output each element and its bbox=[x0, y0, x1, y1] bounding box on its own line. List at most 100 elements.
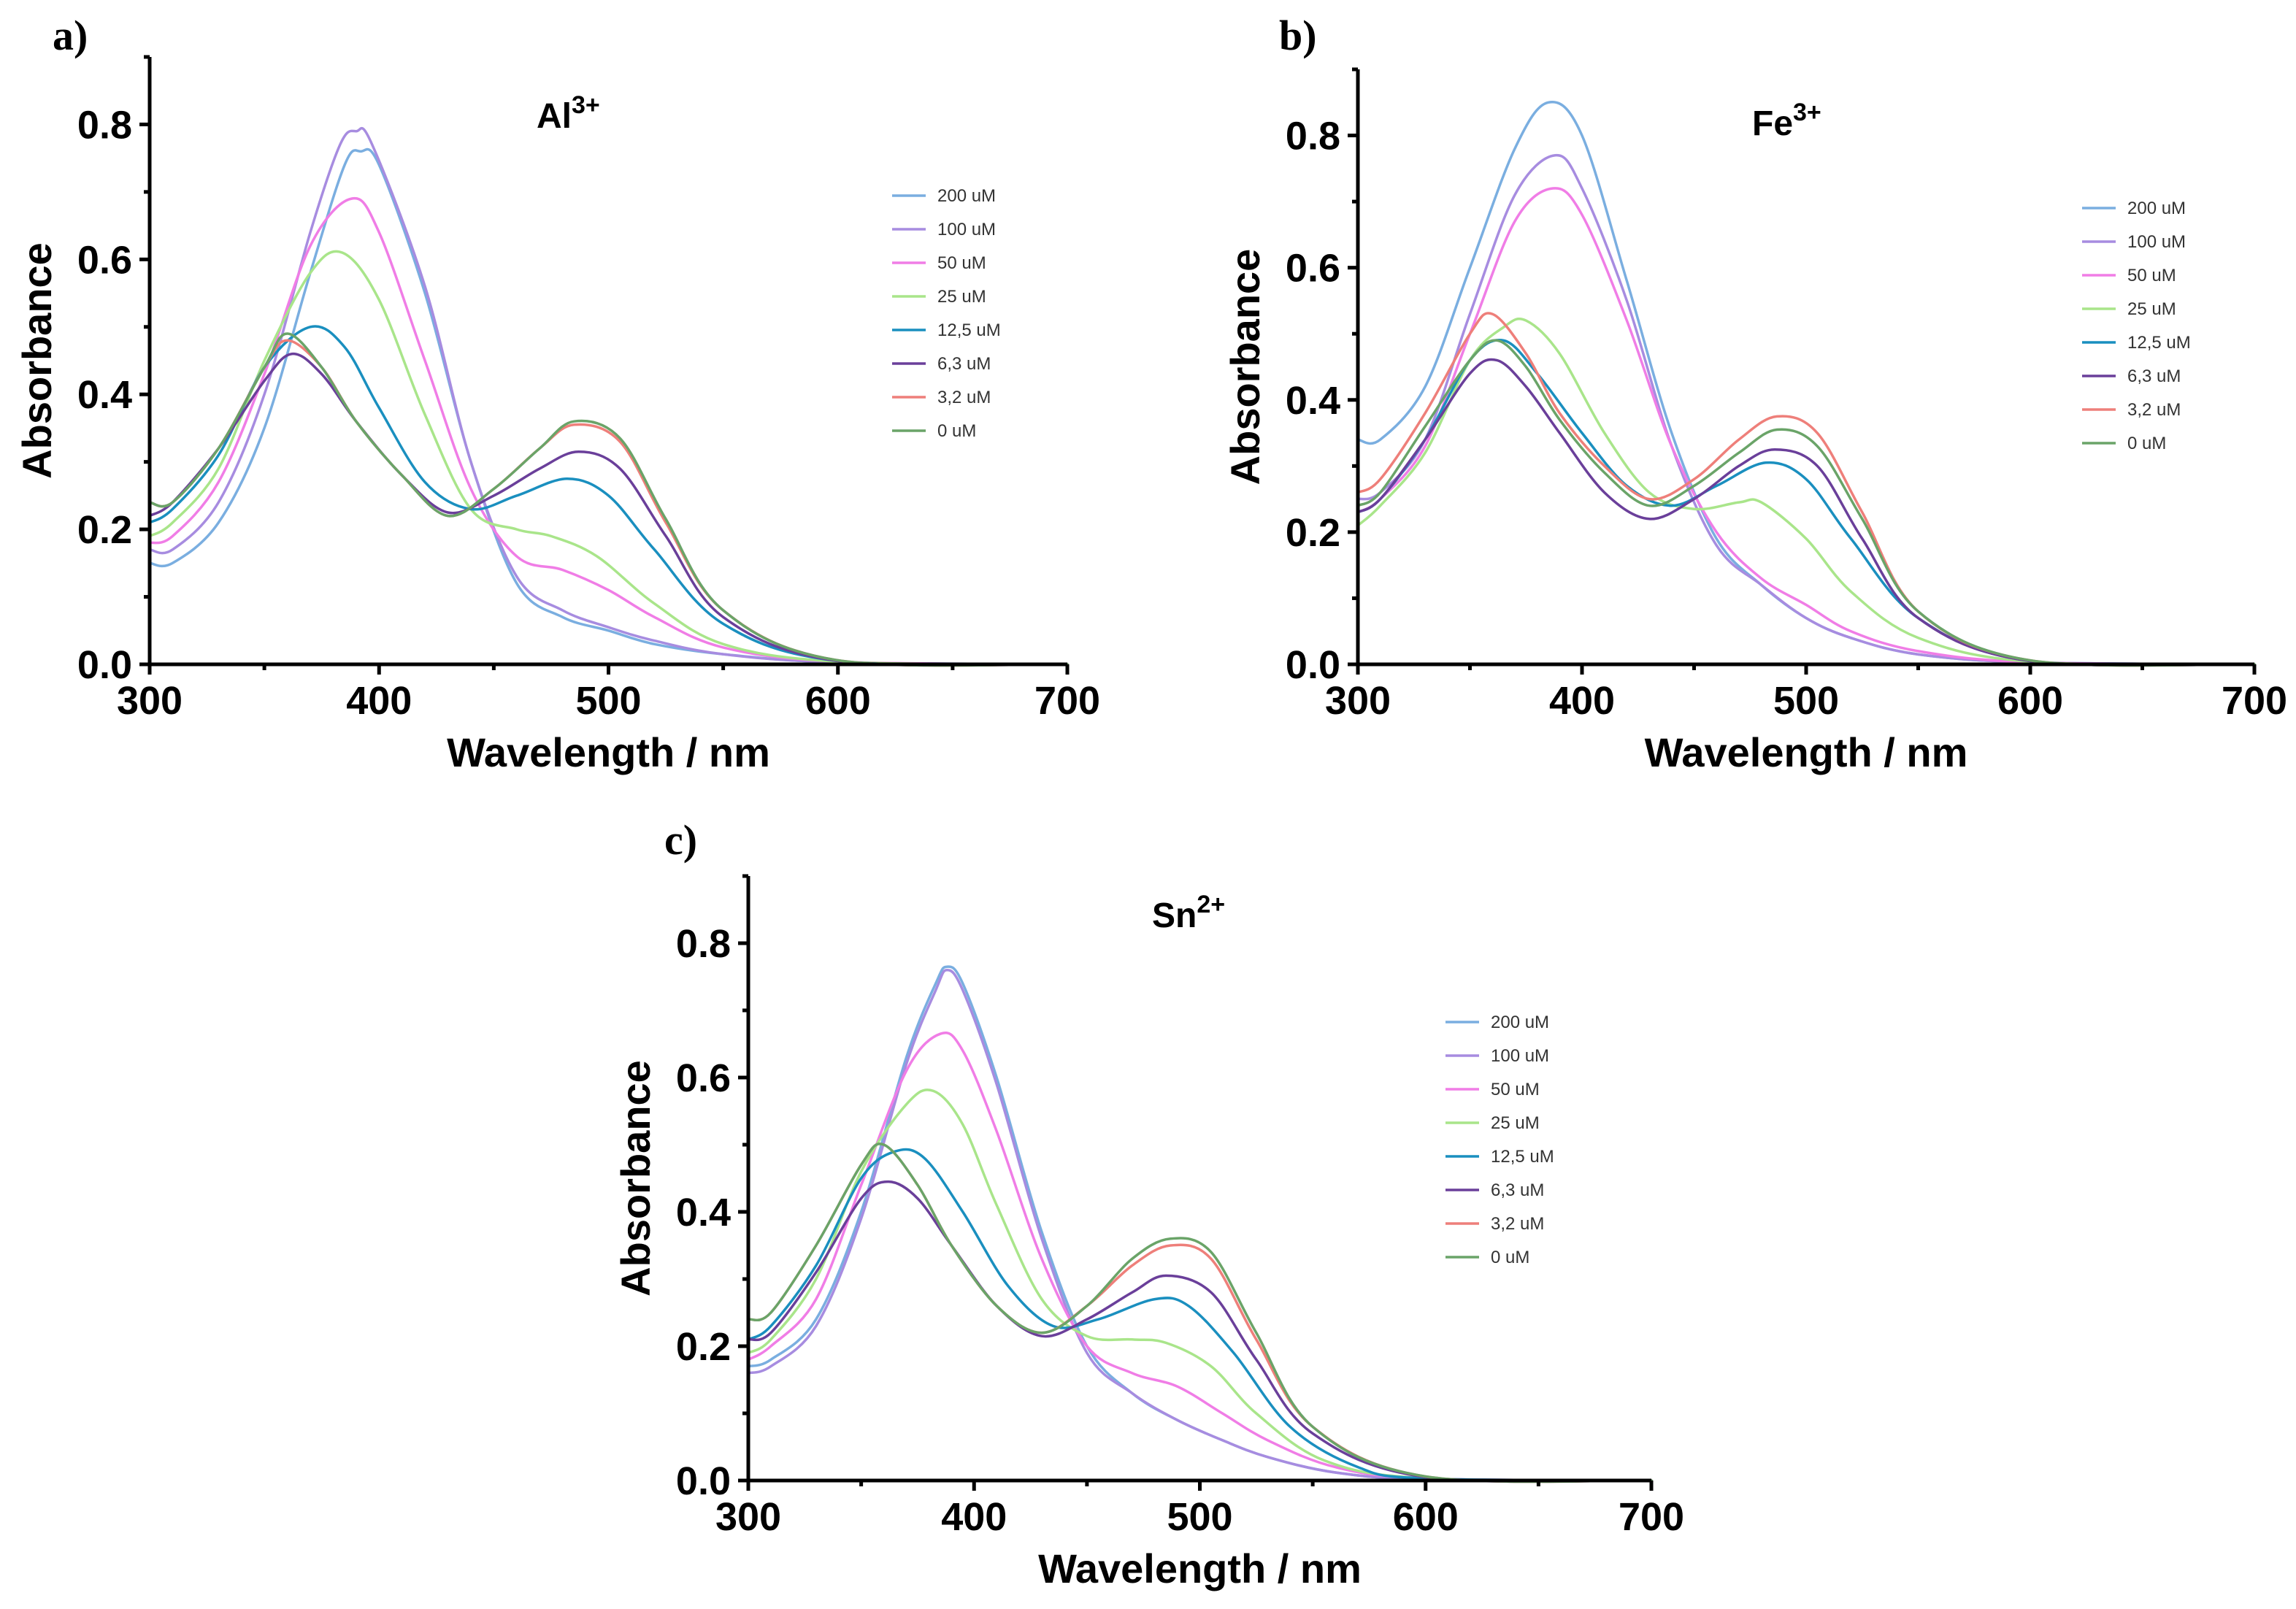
chart-title: Al3+ bbox=[537, 91, 600, 136]
legend-label: 12,5 uM bbox=[1491, 1147, 1554, 1167]
legend-label: 3,2 uM bbox=[937, 388, 991, 407]
x-tick-label: 700 bbox=[1034, 679, 1100, 723]
y-tick-label: 0.2 bbox=[1286, 511, 1340, 555]
series-line-3 bbox=[1356, 187, 2256, 666]
series-line-3 bbox=[747, 1031, 1653, 1482]
y-tick-label: 0.0 bbox=[1286, 643, 1340, 687]
y-axis-title: Absorbance bbox=[14, 242, 60, 479]
y-tick-label: 0.8 bbox=[1286, 115, 1340, 158]
series-line-4 bbox=[1356, 317, 2256, 666]
legend-label: 3,2 uM bbox=[1491, 1214, 1544, 1234]
legend-label: 25 uM bbox=[2127, 299, 2176, 319]
series-line-5 bbox=[148, 325, 1069, 667]
series-line-8 bbox=[148, 332, 1069, 667]
series-line-6 bbox=[148, 353, 1069, 667]
x-tick-label: 300 bbox=[1325, 679, 1391, 723]
x-axis-title: Wavelength / nm bbox=[1038, 1545, 1362, 1591]
panel-letter: b) bbox=[1279, 12, 1317, 59]
x-tick-label: 300 bbox=[715, 1495, 781, 1539]
chart-title: Fe3+ bbox=[1752, 99, 1821, 143]
series-line-1 bbox=[148, 147, 1069, 666]
series-line-8 bbox=[747, 1143, 1653, 1483]
ion-symbol: Sn bbox=[1152, 896, 1197, 935]
series-line-4 bbox=[148, 250, 1069, 666]
chart-panel-1: 300 400 500 600 700 0.0 0.2 0.4 0.6 0.8 Wavelength… bbox=[14, 12, 1100, 775]
series-line-2 bbox=[148, 126, 1069, 666]
x-axis-title: Wavelength / nm bbox=[1645, 729, 1968, 775]
x-tick-label: 700 bbox=[1619, 1495, 1684, 1539]
y-tick-label: 0.2 bbox=[676, 1325, 731, 1369]
legend-label: 50 uM bbox=[2127, 266, 2176, 285]
legend-label: 50 uM bbox=[937, 253, 986, 273]
x-tick-label: 300 bbox=[117, 679, 183, 723]
series-line-2 bbox=[1356, 153, 2256, 666]
series-group bbox=[148, 126, 1069, 667]
x-tick-label: 600 bbox=[1997, 679, 2063, 723]
legend: 200 uM 100 uM 50 uM 25 uM 12,5 uM 6,3 uM 3,2 u… bbox=[892, 186, 1001, 441]
y-tick-label: 0.4 bbox=[1286, 379, 1340, 423]
legend-label: 0 uM bbox=[1491, 1248, 1529, 1267]
chart-title: Sn2+ bbox=[1152, 891, 1225, 935]
y-tick-label: 0.8 bbox=[77, 103, 132, 147]
x-tick-label: 400 bbox=[941, 1495, 1007, 1539]
series-line-3 bbox=[148, 196, 1069, 666]
panel-letter: c) bbox=[664, 816, 697, 864]
legend-label: 3,2 uM bbox=[2127, 400, 2181, 420]
legend-label: 6,3 uM bbox=[2127, 366, 2181, 386]
y-tick-label: 0.2 bbox=[77, 508, 132, 552]
legend-label: 0 uM bbox=[2127, 434, 2166, 453]
y-tick-label: 0.0 bbox=[676, 1459, 731, 1503]
legend-label: 12,5 uM bbox=[937, 320, 1001, 340]
ion-charge: 2+ bbox=[1197, 891, 1225, 918]
y-tick-label: 0.4 bbox=[676, 1191, 731, 1234]
legend: 200 uM 100 uM 50 uM 25 uM 12,5 uM 6,3 uM 3,2 u… bbox=[1445, 1013, 1554, 1267]
x-tick-label: 400 bbox=[1549, 679, 1615, 723]
chart-panel-2: 300 400 500 600 700 0.0 0.2 0.4 0.6 0.8 Wavelength… bbox=[1222, 12, 2287, 775]
legend-label: 25 uM bbox=[937, 287, 986, 307]
y-axis-title: Absorbance bbox=[1222, 249, 1268, 485]
series-group bbox=[1356, 100, 2256, 667]
legend-label: 6,3 uM bbox=[1491, 1180, 1544, 1200]
legend-label: 200 uM bbox=[937, 186, 996, 206]
x-axis-title: Wavelength / nm bbox=[447, 729, 770, 775]
legend-label: 25 uM bbox=[1491, 1113, 1540, 1133]
y-tick-label: 0.6 bbox=[676, 1056, 731, 1100]
legend-label: 100 uM bbox=[1491, 1046, 1549, 1066]
x-tick-label: 700 bbox=[2222, 679, 2287, 723]
y-tick-label: 0.0 bbox=[77, 643, 132, 687]
y-tick-label: 0.4 bbox=[77, 373, 132, 417]
x-tick-label: 500 bbox=[1773, 679, 1839, 723]
ion-charge: 3+ bbox=[1793, 99, 1821, 126]
y-axis-title: Absorbance bbox=[613, 1060, 659, 1297]
legend-label: 200 uM bbox=[1491, 1013, 1549, 1032]
legend-label: 200 uM bbox=[2127, 199, 2186, 218]
series-line-2 bbox=[747, 969, 1653, 1482]
legend: 200 uM 100 uM 50 uM 25 uM 12,5 uM 6,3 uM 3,2 u… bbox=[2082, 199, 2191, 453]
ion-charge: 3+ bbox=[572, 91, 600, 119]
x-tick-label: 400 bbox=[346, 679, 412, 723]
x-tick-label: 600 bbox=[1393, 1495, 1459, 1539]
legend-label: 12,5 uM bbox=[2127, 333, 2191, 353]
series-line-1 bbox=[1356, 100, 2256, 666]
series-line-6 bbox=[747, 1180, 1653, 1483]
ion-symbol: Al bbox=[537, 97, 572, 136]
legend-label: 50 uM bbox=[1491, 1080, 1540, 1099]
x-tick-label: 600 bbox=[805, 679, 871, 723]
chart-panel-3: 300 400 500 600 700 0.0 0.2 0.4 0.6 0.8 Wavelength… bbox=[613, 816, 1684, 1591]
series-line-6 bbox=[1356, 358, 2256, 667]
legend-label: 0 uM bbox=[937, 421, 976, 441]
series-line-7 bbox=[148, 339, 1069, 667]
series-line-8 bbox=[1356, 339, 2256, 667]
ion-symbol: Fe bbox=[1752, 104, 1793, 143]
y-tick-label: 0.6 bbox=[77, 238, 132, 282]
series-line-7 bbox=[1356, 312, 2256, 667]
legend-label: 6,3 uM bbox=[937, 354, 991, 374]
x-tick-label: 500 bbox=[1167, 1495, 1232, 1539]
x-tick-label: 500 bbox=[575, 679, 641, 723]
y-tick-label: 0.8 bbox=[676, 922, 731, 966]
panel-letter: a) bbox=[53, 12, 88, 59]
legend-label: 100 uM bbox=[937, 220, 996, 239]
y-tick-label: 0.6 bbox=[1286, 247, 1340, 291]
legend-label: 100 uM bbox=[2127, 232, 2186, 252]
